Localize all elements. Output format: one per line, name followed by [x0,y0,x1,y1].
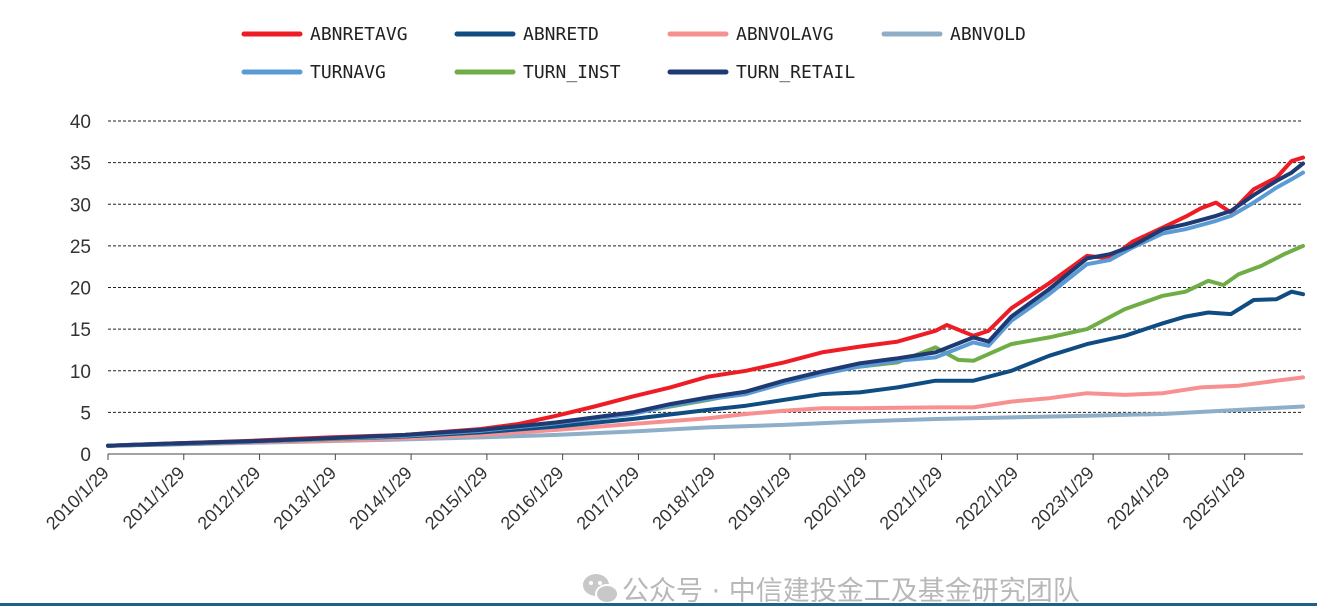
x-tick-label: 2020/1/29 [800,463,871,534]
bottom-rule [0,603,1317,606]
x-tick-label: 2022/1/29 [951,463,1022,534]
legend-label-abnretd: ABNRETD [523,24,599,45]
x-tick-label: 2011/1/29 [119,463,189,533]
watermark: 公众号 · 中信建投金工及基金研究团队 [583,574,1080,606]
y-tick-label: 40 [70,112,91,133]
y-tick-label: 0 [80,445,91,466]
y-tick-label: 25 [70,237,91,258]
series-lines [106,155,1305,448]
legend-label-abnvolavg: ABNVOLAVG [736,24,834,45]
x-tick-label: 2023/1/29 [1027,463,1098,534]
x-tick-label: 2010/1/29 [42,463,113,534]
series-line-turn-retail [106,161,1305,448]
legend: ABNRETAVG ABNRETD ABNVOLAVG ABNVOLD TURNAVG T… [241,24,1026,83]
y-tick-label: 20 [70,279,91,300]
wechat-icon [583,574,619,604]
x-tick-label: 2017/1/29 [573,463,644,534]
y-tick-label: 15 [70,320,91,341]
legend-label-turnavg: TURNAVG [310,62,386,83]
legend-label-abnvold: ABNVOLD [950,24,1026,45]
y-tick-label: 5 [80,403,91,424]
y-tick-label: 35 [70,154,91,175]
x-tick-label: 2021/1/29 [876,463,947,534]
x-tick-label: 2014/1/29 [345,463,416,534]
series-line-abnretd [106,289,1305,448]
series-line-abnretavg [106,155,1305,448]
x-tick-label: 2019/1/29 [724,463,795,534]
x-axis-ticks: 2010/1/29 2011/1/29 2012/1/29 2013/1/29 2014… [42,454,1249,533]
x-tick-label: 2024/1/29 [1103,463,1174,534]
x-tick-label: 2012/1/29 [194,463,265,534]
x-tick-label: 2013/1/29 [269,463,340,534]
y-axis-ticks: 0 5 10 15 20 25 30 35 40 [70,112,91,466]
legend-label-turn-retail: TURN_RETAIL [736,62,855,83]
x-tick-label: 2018/1/29 [648,463,719,534]
x-tick-label: 2016/1/29 [497,463,568,534]
gridlines [108,120,1303,455]
legend-label-abnretavg: ABNRETAVG [310,24,408,45]
x-tick-label: 2015/1/29 [421,463,492,534]
legend-label-turn-inst: TURN_INST [523,62,621,83]
watermark-text: 公众号 · 中信建投金工及基金研究团队 [622,576,1080,606]
y-tick-label: 10 [70,362,91,383]
y-tick-label: 30 [70,195,91,216]
x-tick-label: 2025/1/29 [1179,463,1250,534]
